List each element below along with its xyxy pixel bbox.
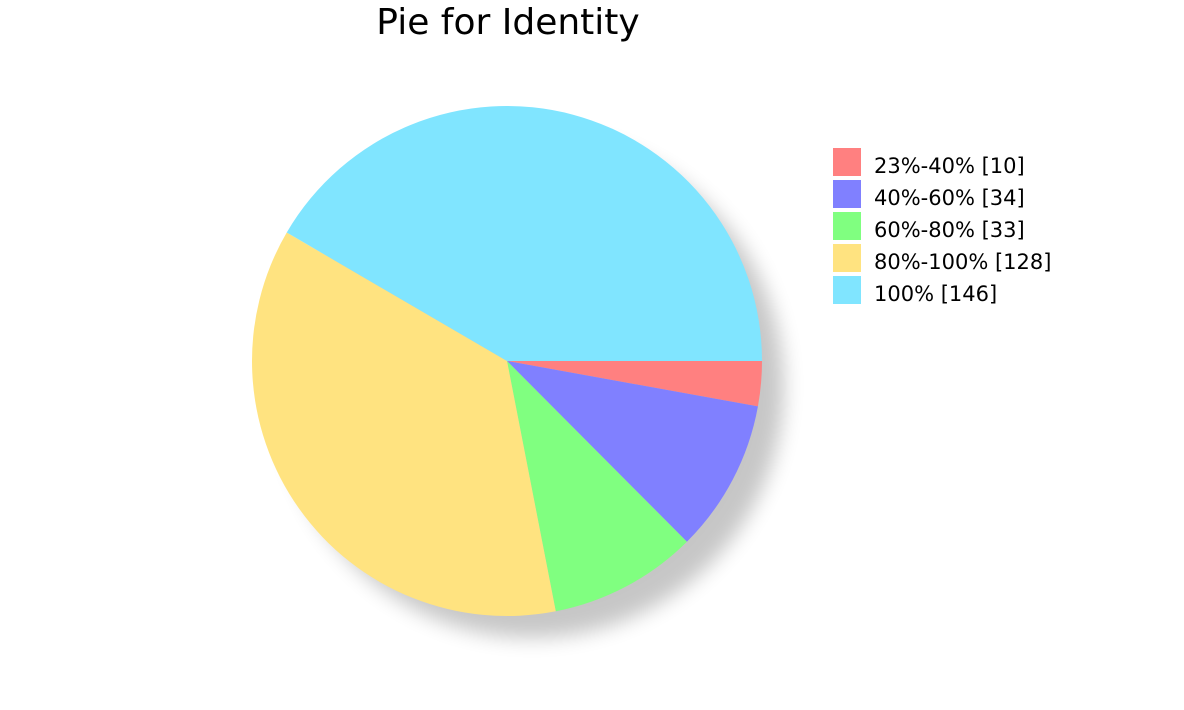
pie-slice-100: [286, 105, 762, 362]
legend-label: 23%-40% [10]: [874, 154, 1025, 178]
chart-title: Pie for Identity: [376, 2, 640, 43]
legend-label: 40%-60% [34]: [874, 186, 1025, 210]
legend-item: 80%-100% [128]: [833, 243, 1052, 274]
legend-label: 80%-100% [128]: [874, 250, 1052, 274]
legend-label: 60%-80% [33]: [874, 218, 1025, 242]
pie-slice-80-100: [251, 232, 556, 616]
legend-item: 23%-40% [10]: [833, 147, 1051, 178]
legend-label: 100% [146]: [874, 282, 998, 306]
legend-swatch: [833, 212, 861, 240]
pie-slice-23-40: [507, 361, 762, 407]
legend-item: 40%-60% [34]: [833, 179, 1051, 210]
legend-swatch: [833, 244, 861, 272]
pie-slices: [251, 105, 762, 616]
pie-slice-60-80: [507, 361, 687, 612]
pie-slice-40-60: [507, 361, 758, 542]
legend-swatch: [833, 148, 861, 176]
legend-swatch: [833, 276, 861, 304]
legend-swatch: [833, 180, 861, 208]
legend: 23%-40% [10] 40%-60% [34] 60%-80% [33] 8…: [833, 147, 1051, 307]
legend-item: 100% [146]: [833, 275, 1051, 306]
legend-item: 60%-80% [33]: [833, 211, 1051, 242]
